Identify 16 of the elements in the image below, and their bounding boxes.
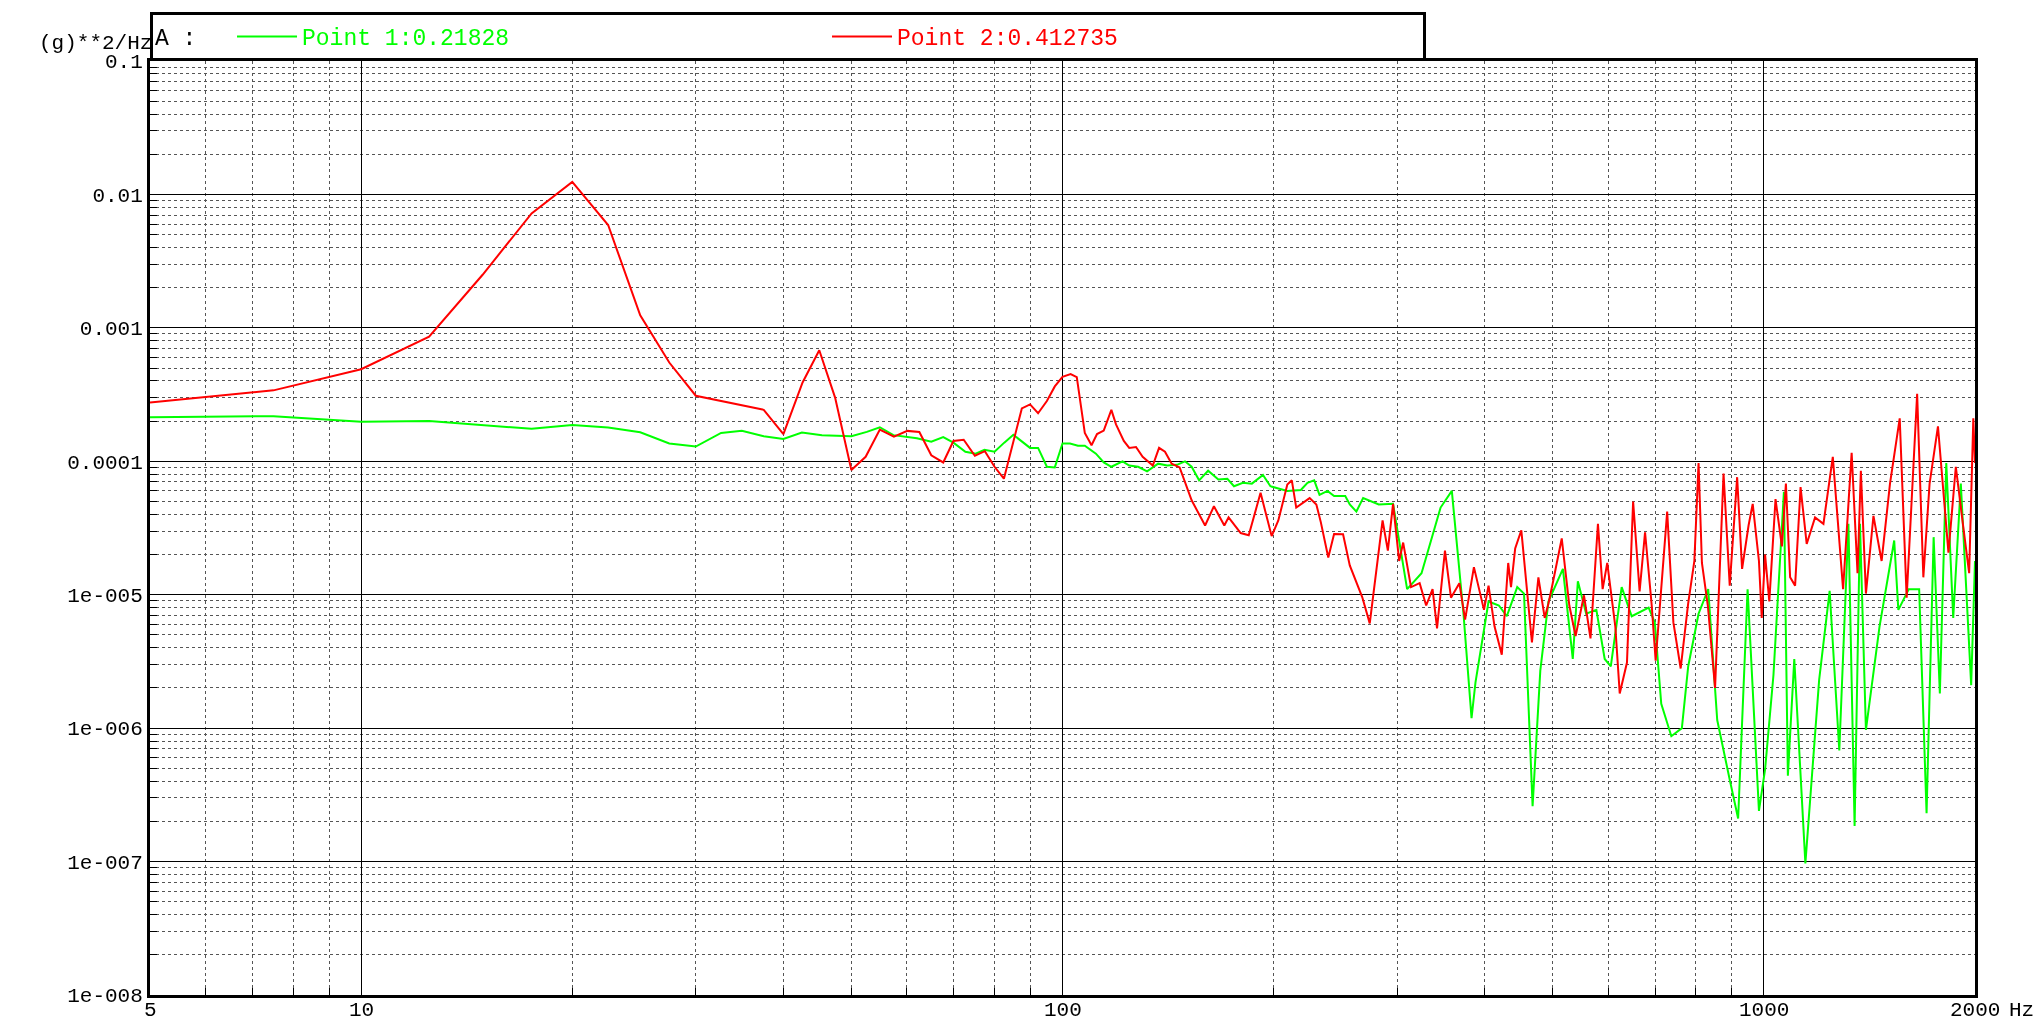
y-tick-label: 0.001 bbox=[79, 318, 143, 342]
y-tick-label: 1e-007 bbox=[67, 851, 143, 875]
x-tick-label: 2000 bbox=[1950, 999, 2001, 1022]
x-tick-label: 10 bbox=[349, 999, 375, 1022]
x-tick-label: 100 bbox=[1044, 999, 1082, 1022]
y-tick-label: 1e-008 bbox=[67, 985, 143, 1009]
y-tick-label: 0.01 bbox=[92, 184, 143, 208]
x-tick-label: 1000 bbox=[1739, 999, 1790, 1022]
x-axis-title: Hz bbox=[2009, 999, 2033, 1022]
y-tick-label: 1e-005 bbox=[67, 585, 143, 609]
legend-label: Point 1:0.21828 bbox=[302, 26, 510, 53]
y-tick-label: 1e-006 bbox=[67, 718, 143, 742]
y-tick-label: 0.0001 bbox=[67, 451, 143, 475]
legend-label: Point 2:0.412735 bbox=[897, 26, 1118, 53]
legend-title: A : bbox=[155, 25, 225, 52]
x-tick-label: 5 bbox=[144, 999, 157, 1022]
